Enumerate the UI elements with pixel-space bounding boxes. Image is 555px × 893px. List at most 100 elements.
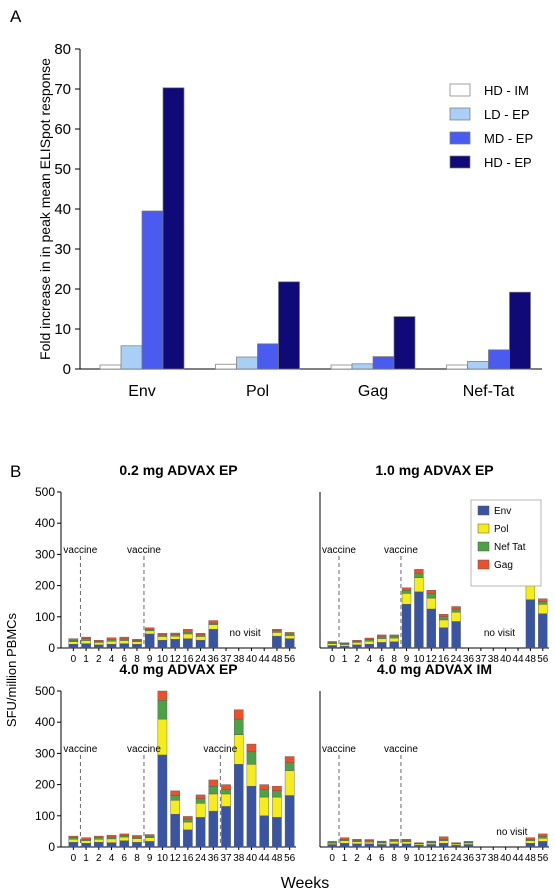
x-tick-label-b: 9	[147, 853, 153, 864]
legend-label-a: MD - EP	[484, 131, 533, 146]
bar-segment-b	[284, 795, 295, 848]
bar-segment-b	[106, 639, 117, 642]
bar-segment-b	[401, 587, 412, 591]
legend-label-a: HD - IM	[484, 83, 529, 98]
x-tick-label-b: 1	[342, 654, 348, 665]
y-tick-label-b: 100	[35, 610, 55, 624]
y-tick-label-a: 60	[54, 121, 71, 138]
x-tick-label-b: 40	[500, 654, 512, 665]
vaccine-label: vaccine	[384, 744, 418, 755]
bar-segment-b	[284, 762, 295, 771]
bar-segment-b	[339, 840, 350, 844]
bar-segment-b	[119, 636, 130, 640]
bar-segment-b	[233, 709, 244, 720]
bar-segment-b	[259, 815, 269, 848]
bar-segment-b	[170, 800, 180, 815]
bar-segment-b	[68, 835, 79, 838]
bar-segment-b	[272, 796, 282, 818]
y-tick-label-b: 400	[35, 715, 55, 729]
bar-segment-b	[327, 643, 337, 646]
x-tick-label-b: 24	[195, 853, 207, 864]
bar-segment-b	[439, 836, 449, 840]
bar-segment-b	[157, 690, 168, 701]
bar-segment-b	[183, 631, 193, 635]
bar-segment-b	[339, 642, 350, 644]
y-axis-label-b: SFU/million PBMCs	[4, 612, 19, 727]
x-tick-label-b: 37	[475, 853, 487, 864]
x-tick-label-b: 37	[220, 654, 232, 665]
y-tick-label-b: 0	[48, 840, 55, 854]
x-tick-label-b: 36	[208, 853, 220, 864]
bar-segment-b	[439, 627, 449, 649]
bar-segment-b	[68, 640, 79, 642]
bar-segment-b	[426, 593, 436, 599]
bar-segment-b	[132, 835, 142, 838]
panel-title: 0.2 mg ADVAX EP	[119, 462, 237, 478]
y-tick-label-a: 20	[54, 281, 71, 298]
bar-segment-b	[538, 601, 548, 605]
bar-segment-b	[284, 770, 295, 796]
legend-label-a: HD - EP	[484, 155, 532, 170]
y-tick-label-b: 500	[35, 485, 55, 499]
vaccine-label: vaccine	[322, 545, 356, 556]
legend-swatch-a	[449, 131, 471, 145]
bar-segment-b	[119, 833, 130, 836]
x-tick-label-b: 4	[367, 853, 373, 864]
bar-segment-b	[195, 794, 206, 799]
bar-segment-b	[132, 836, 142, 839]
bar-a	[257, 343, 279, 370]
bar-segment-b	[106, 836, 117, 840]
bar-segment-b	[81, 643, 91, 649]
x-tick-label-b: 9	[404, 654, 410, 665]
bar-segment-b	[233, 718, 244, 735]
bar-segment-b	[364, 841, 375, 845]
bar-segment-b	[451, 621, 461, 649]
bar-segment-b	[439, 843, 449, 848]
bar-segment-b	[170, 634, 180, 637]
x-tick-label-b: 36	[463, 654, 475, 665]
bar-segment-b	[170, 635, 180, 640]
y-tick-label-b: 300	[35, 746, 55, 760]
x-tick-label-b: 44	[259, 654, 271, 665]
bar-segment-b	[183, 638, 193, 649]
x-tick-label-b: 2	[96, 654, 102, 665]
bar-segment-b	[144, 837, 155, 842]
bar-segment-b	[259, 789, 269, 798]
bar-segment-b	[272, 635, 282, 649]
bar-segment-b	[94, 835, 104, 838]
legend-swatch-b	[477, 559, 490, 570]
bar-segment-b	[144, 834, 155, 837]
bar-segment-b	[208, 779, 219, 787]
bar-segment-b	[284, 638, 295, 649]
bar-segment-b	[401, 839, 412, 841]
no-visit-label: no visit	[230, 628, 261, 639]
bar-segment-b	[233, 764, 244, 848]
bar-segment-b	[377, 636, 387, 639]
x-tick-label-b: 10	[413, 654, 425, 665]
bar-segment-b	[81, 638, 91, 641]
bar-segment-b	[426, 597, 436, 610]
bar-segment-b	[106, 644, 117, 649]
bar-segment-b	[364, 839, 375, 841]
legend-label-b: Nef Tat	[494, 542, 526, 553]
bar-segment-b	[327, 844, 337, 848]
vaccine-label: vaccine	[127, 744, 161, 755]
x-tick-label-b: 8	[391, 853, 397, 864]
x-tick-label-b: 48	[525, 853, 537, 864]
legend-swatch-b	[477, 541, 490, 552]
x-tick-label-b: 37	[475, 654, 487, 665]
x-tick-label-b: 10	[413, 853, 425, 864]
x-tick-label-b: 38	[488, 853, 500, 864]
bar-segment-b	[538, 841, 548, 848]
x-tick-label-b: 48	[271, 654, 283, 665]
bar-segment-b	[538, 838, 548, 842]
bar-segment-b	[439, 616, 449, 621]
bar-segment-b	[208, 785, 219, 795]
x-tick-label-b: 24	[195, 654, 207, 665]
vaccine-label: vaccine	[384, 545, 418, 556]
x-tick-label-a: Nef-Tat	[463, 383, 515, 400]
bar-a	[467, 361, 489, 370]
bar-segment-b	[106, 838, 117, 843]
bar-segment-b	[451, 608, 461, 613]
y-tick-label-b: 200	[35, 778, 55, 792]
